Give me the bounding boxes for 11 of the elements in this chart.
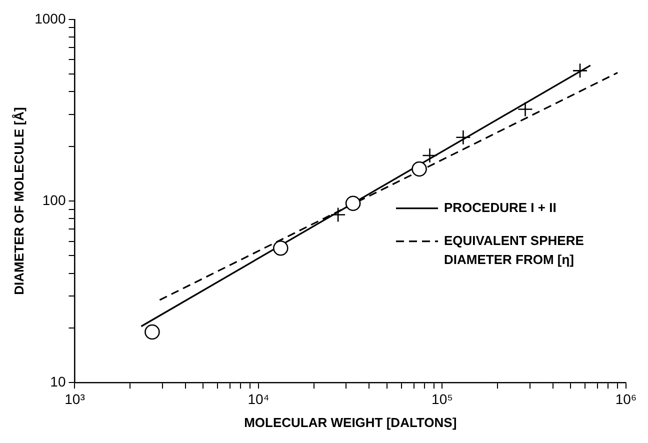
- x-tick-label: 10⁵: [432, 390, 453, 407]
- y-axis-title: DIAMETER OF MOLECULE [Å]: [11, 107, 26, 295]
- y-tick-label: 100: [42, 192, 66, 208]
- y-tick-label: 1000: [34, 10, 66, 26]
- x-tick-label: 10⁶: [615, 390, 637, 407]
- x-tick-label: 10³: [64, 390, 86, 407]
- legend-label: PROCEDURE I + II: [444, 200, 556, 215]
- x-axis-title: MOLECULAR WEIGHT [DALTONS]: [244, 414, 457, 430]
- y-tick-label: 10: [50, 373, 66, 390]
- legend-label: EQUIVALENT SPHERE DIAMETER FROM [η]: [444, 232, 584, 267]
- x-tick-label: 10⁴: [248, 390, 270, 407]
